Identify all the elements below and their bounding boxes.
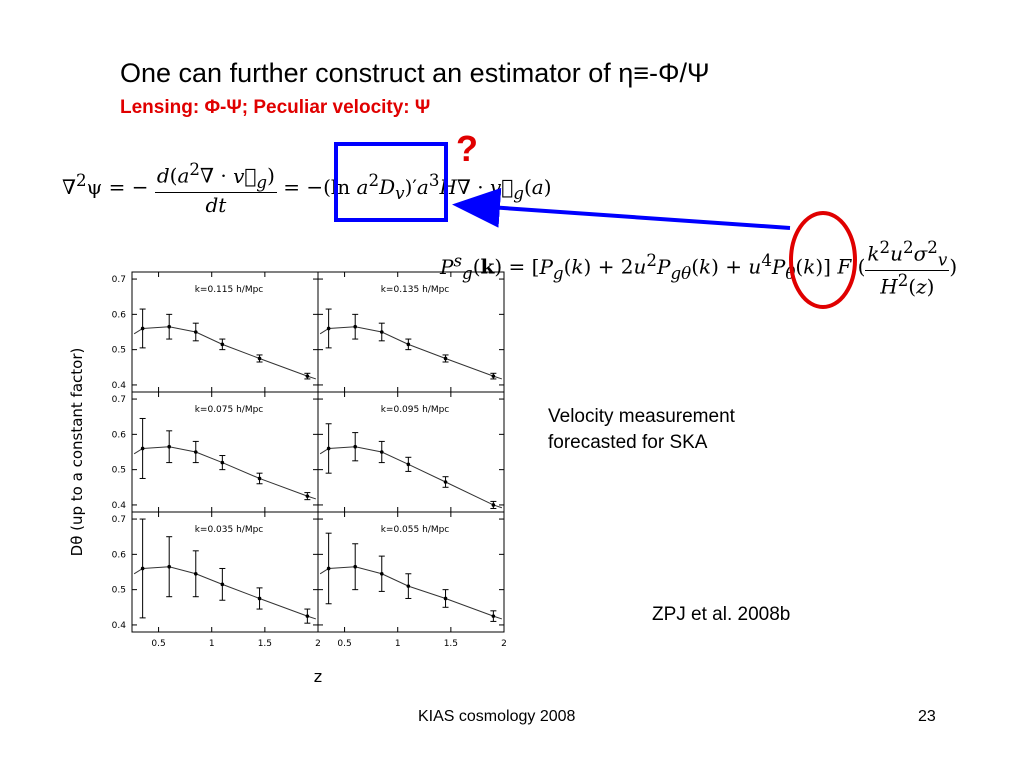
data-point [140, 326, 145, 331]
data-point [193, 330, 198, 334]
data-point [193, 571, 198, 576]
data-point [257, 596, 262, 601]
data-point [305, 614, 310, 618]
data-point [353, 444, 358, 449]
x-tick-label: 1.5 [258, 639, 272, 649]
y-tick-label: 0.5 [112, 586, 126, 596]
theory-curve [133, 446, 317, 500]
data-point [353, 564, 358, 569]
theory-curve [133, 326, 317, 380]
equation-power-spectrum: Psg(k) = [Pg(k) + 2u2Pgθ(k) + u4Pθ(k)] F… [440, 238, 958, 299]
x-tick-label: 1 [395, 639, 401, 649]
data-point [443, 356, 448, 361]
highlight-box [334, 142, 448, 222]
data-point [326, 566, 331, 571]
y-tick-label: 0.7 [112, 275, 126, 285]
x-tick-label: 2 [501, 639, 507, 649]
data-point [220, 582, 225, 587]
data-point [326, 446, 331, 451]
data-point [353, 324, 358, 329]
data-point [140, 566, 145, 571]
data-point [491, 614, 496, 618]
panel-k-label: k=0.095 h/Mpc [381, 405, 450, 415]
red-circle [789, 211, 857, 309]
theory-curve [133, 566, 317, 620]
y-tick-label: 0.7 [112, 515, 126, 525]
question-mark: ? [456, 128, 478, 169]
velocity-note-line2: forecasted for SKA [548, 432, 708, 453]
data-point [379, 450, 384, 454]
panel-k-label: k=0.035 h/Mpc [195, 525, 264, 535]
velocity-note: Velocity measurement forecasted for SKA [548, 404, 848, 456]
y-tick-label: 0.7 [112, 395, 126, 405]
data-point [406, 342, 411, 347]
data-point [167, 324, 171, 329]
x-tick-label: 1 [209, 639, 215, 649]
y-tick-label: 0.6 [112, 430, 127, 440]
data-point [220, 460, 225, 465]
equation-poisson: ∇2ψ = − d(a2∇ · v⃗g) dt = −(ln a2Dv)′a3H… [62, 160, 552, 217]
data-point [305, 494, 310, 498]
slide-title: One can further construct an estimator o… [120, 58, 710, 88]
footer-event: KIAS cosmology 2008 [418, 708, 576, 725]
panel-k-label: k=0.115 h/Mpc [195, 285, 264, 295]
citation: ZPJ et al. 2008b [652, 604, 791, 625]
x-tick-label: 1.5 [444, 639, 458, 649]
theory-curve [319, 566, 503, 620]
data-point [257, 356, 262, 361]
panel-k-label: k=0.135 h/Mpc [381, 285, 450, 295]
data-point [443, 596, 448, 601]
data-point [379, 571, 384, 576]
velocity-note-line1: Velocity measurement [548, 406, 735, 427]
data-point [406, 584, 411, 588]
data-point [305, 374, 310, 378]
data-point [167, 444, 171, 449]
y-tick-label: 0.4 [112, 381, 127, 391]
y-tick-label: 0.4 [112, 621, 127, 631]
data-point [140, 446, 145, 451]
x-tick-label: 0.5 [337, 639, 351, 649]
panel-k-label: k=0.075 h/Mpc [195, 405, 264, 415]
data-point [443, 480, 448, 484]
y-tick-label: 0.6 [112, 310, 127, 320]
y-axis-label: Dθ (up to a constant factor) [68, 348, 86, 557]
blue-arrow [452, 187, 791, 230]
x-tick-label: 2 [315, 639, 321, 649]
page-number: 23 [918, 708, 936, 725]
velocity-forecast-figure: 0.4 0.5 0.6 0.7 k=0.115 h/Mpc k=0.135 h/Mpc 0.… [68, 271, 507, 686]
data-point [326, 326, 331, 331]
data-point [491, 503, 496, 507]
data-point [167, 564, 171, 569]
data-point [220, 342, 225, 347]
data-point [406, 462, 411, 467]
y-tick-label: 0.5 [112, 346, 126, 356]
x-axis-label: z [314, 667, 322, 686]
data-point [193, 450, 198, 454]
y-tick-label: 0.5 [112, 466, 126, 476]
slide-subtitle: Lensing: Φ-Ψ; Peculiar velocity: Ψ [120, 97, 431, 118]
panel-frame [317, 511, 505, 633]
data-point [257, 476, 262, 481]
data-point [491, 374, 496, 378]
theory-curve [319, 446, 503, 509]
theory-curve [319, 326, 503, 380]
data-point [379, 330, 384, 334]
y-tick-label: 0.6 [112, 550, 127, 560]
y-tick-label: 0.4 [112, 501, 127, 511]
panel-k-label: k=0.055 h/Mpc [381, 525, 450, 535]
x-tick-label: 0.5 [151, 639, 165, 649]
